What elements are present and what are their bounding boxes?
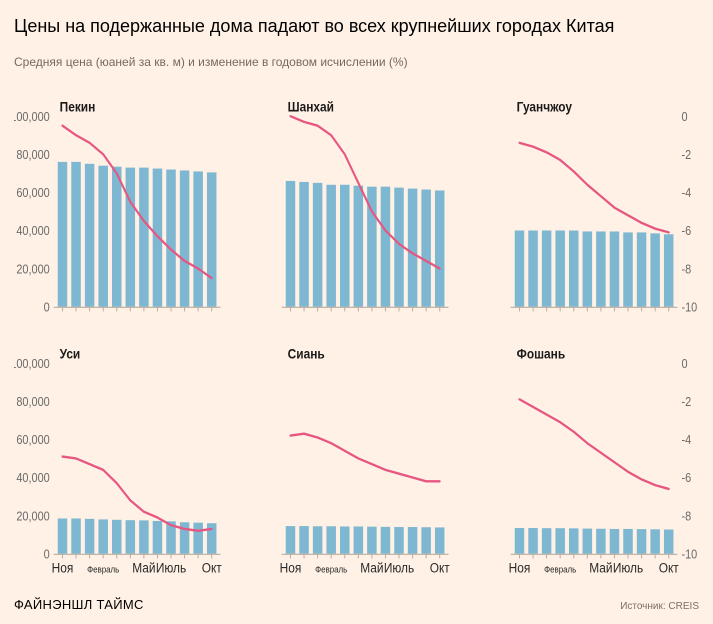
svg-text:-8: -8 (681, 261, 691, 276)
panels-grid: Пекин 0 20,000 40,000 60,000 80,000 100,000 Шан… (14, 95, 699, 589)
svg-text:100,000: 100,000 (14, 109, 50, 124)
svg-text:Ноя: Ноя (52, 560, 74, 576)
panel-Уси: Уси 0 20,000 40,000 60,000 80,000 100,000 Ноя Фе… (14, 342, 242, 589)
brand-label: ФАЙНЭНШЛ ТАЙМС (14, 597, 144, 612)
svg-text:100,000: 100,000 (14, 356, 50, 371)
svg-text:Фошань: Фошань (516, 345, 564, 361)
svg-text:20,000: 20,000 (16, 508, 50, 523)
panel-Пекин: Пекин 0 20,000 40,000 60,000 80,000 100,000 (14, 95, 242, 342)
svg-text:Июль: Июль (384, 560, 415, 576)
svg-text:80,000: 80,000 (16, 394, 50, 409)
svg-text:Май: Май (132, 560, 155, 576)
svg-text:-6: -6 (681, 223, 691, 238)
svg-text:0: 0 (681, 356, 687, 371)
panel-Гуанчжоу: Гуанчжоу -10 -8 -6 -4 -2 0 (471, 95, 699, 342)
svg-text:60,000: 60,000 (16, 185, 50, 200)
svg-text:Окт: Окт (658, 560, 678, 576)
chart-page: Цены на подержанные дома падают во всех … (0, 0, 713, 624)
svg-text:-4: -4 (681, 185, 691, 200)
svg-text:20,000: 20,000 (16, 261, 50, 276)
chart-footer: ФАЙНЭНШЛ ТАЙМС Источник: CREIS (14, 589, 699, 612)
svg-text:0: 0 (44, 300, 50, 315)
svg-text:Уси: Уси (60, 345, 81, 361)
svg-text:0: 0 (681, 109, 687, 124)
svg-text:Ноя: Ноя (280, 560, 302, 576)
svg-text:Шанхай: Шанхай (288, 98, 334, 114)
svg-text:40,000: 40,000 (16, 223, 50, 238)
svg-text:Пекин: Пекин (60, 98, 96, 114)
svg-text:-2: -2 (681, 394, 691, 409)
svg-text:Июль: Июль (612, 560, 643, 576)
svg-text:-8: -8 (681, 508, 691, 523)
panel-Фошань: Фошань -10 -8 -6 -4 -2 0 Ноя Февраль МайИюль Окт (471, 342, 699, 589)
svg-text:Май: Май (361, 560, 384, 576)
svg-text:60,000: 60,000 (16, 432, 50, 447)
svg-text:-2: -2 (681, 147, 691, 162)
panels-row-1: Уси 0 20,000 40,000 60,000 80,000 100,000 Ноя Фе… (14, 342, 699, 589)
svg-text:Окт: Окт (430, 560, 450, 576)
panel-Шанхай: Шанхай (242, 95, 470, 342)
svg-text:Сиань: Сиань (288, 345, 325, 361)
svg-text:Июль: Июль (156, 560, 187, 576)
svg-text:80,000: 80,000 (16, 147, 50, 162)
source-label: Источник: CREIS (620, 601, 699, 612)
svg-text:Февраль: Февраль (315, 564, 348, 575)
chart-title: Цены на подержанные дома падают во всех … (14, 16, 699, 37)
panels-row-0: Пекин 0 20,000 40,000 60,000 80,000 100,000 Шан… (14, 95, 699, 342)
panel-Сиань: Сиань Ноя Февраль МайИюль Окт (242, 342, 470, 589)
svg-text:-10: -10 (681, 300, 697, 315)
svg-text:Ноя: Ноя (508, 560, 530, 576)
svg-text:Гуанчжоу: Гуанчжоу (516, 98, 572, 114)
svg-text:40,000: 40,000 (16, 470, 50, 485)
svg-text:-6: -6 (681, 470, 691, 485)
svg-text:Окт: Окт (202, 560, 222, 576)
svg-text:-10: -10 (681, 547, 697, 562)
svg-text:0: 0 (44, 547, 50, 562)
svg-text:Май: Май (589, 560, 612, 576)
chart-subtitle: Средняя цена (юаней за кв. м) и изменени… (14, 55, 699, 69)
svg-text:-4: -4 (681, 432, 691, 447)
svg-text:Февраль: Февраль (87, 564, 120, 575)
svg-text:Февраль: Февраль (544, 564, 577, 575)
